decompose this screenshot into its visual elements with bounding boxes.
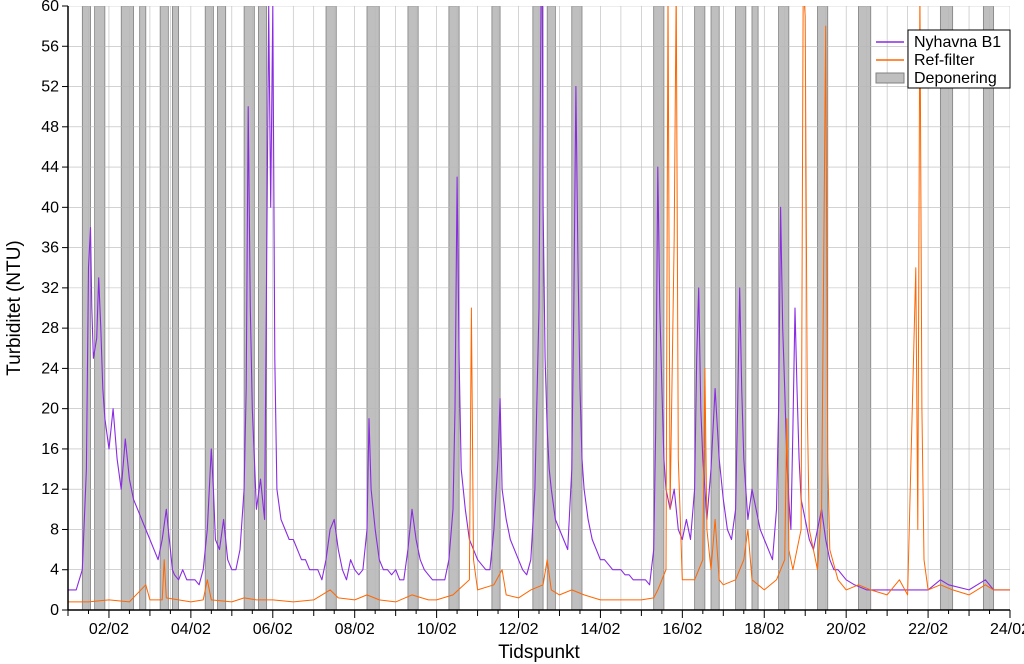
x-tick-label: 18/02 — [744, 621, 784, 638]
deponering-band — [121, 6, 133, 610]
x-tick-label: 12/02 — [498, 621, 538, 638]
x-tick-label: 06/02 — [253, 621, 293, 638]
deponering-band — [736, 6, 746, 610]
deponering-band — [244, 6, 254, 610]
y-tick-label: 28 — [41, 320, 59, 337]
deponering-band — [172, 6, 178, 610]
turbidity-timeseries-chart: 0481216202428323640444852566002/0204/020… — [0, 0, 1024, 664]
y-tick-label: 20 — [41, 401, 59, 418]
legend-label: Nyhavna B1 — [914, 34, 1001, 51]
deponering-band — [449, 6, 459, 610]
y-tick-label: 4 — [50, 562, 59, 579]
deponering-band — [140, 6, 146, 610]
deponering-band — [367, 6, 379, 610]
x-tick-label: 20/02 — [826, 621, 866, 638]
deponering-band — [940, 6, 952, 610]
deponering-band — [752, 6, 758, 610]
deponering-band — [217, 6, 225, 610]
x-tick-label: 16/02 — [662, 621, 702, 638]
deponering-band — [983, 6, 993, 610]
x-tick-label: 10/02 — [417, 621, 457, 638]
x-axis-label: Tidspunkt — [498, 642, 580, 663]
x-tick-label: 22/02 — [908, 621, 948, 638]
deponering-band — [547, 6, 555, 610]
y-tick-label: 36 — [41, 240, 59, 257]
legend-swatch — [876, 73, 904, 83]
x-tick-label: 08/02 — [335, 621, 375, 638]
y-tick-label: 60 — [41, 0, 59, 15]
x-tick-label: 24/02 — [990, 621, 1024, 638]
y-tick-label: 56 — [41, 38, 59, 55]
y-tick-label: 52 — [41, 79, 59, 96]
deponering-band — [492, 6, 500, 610]
y-tick-label: 32 — [41, 280, 59, 297]
legend-label: Deponering — [914, 70, 997, 87]
legend-label: Ref-filter — [914, 52, 975, 69]
y-axis-label: Turbiditet (NTU) — [4, 240, 25, 375]
deponering-band — [258, 6, 266, 610]
y-tick-label: 12 — [41, 481, 59, 498]
y-tick-label: 48 — [41, 119, 59, 136]
y-tick-label: 24 — [41, 360, 59, 377]
deponering-band — [82, 6, 90, 610]
x-tick-label: 04/02 — [171, 621, 211, 638]
x-tick-label: 02/02 — [89, 621, 129, 638]
y-tick-label: 44 — [41, 159, 59, 176]
deponering-band — [858, 6, 870, 610]
y-tick-label: 0 — [50, 602, 59, 619]
deponering-band — [205, 6, 213, 610]
x-tick-label: 14/02 — [580, 621, 620, 638]
y-tick-label: 40 — [41, 199, 59, 216]
y-tick-label: 16 — [41, 441, 59, 458]
deponering-band — [654, 6, 664, 610]
y-tick-label: 8 — [50, 521, 59, 538]
deponering-band — [533, 6, 543, 610]
